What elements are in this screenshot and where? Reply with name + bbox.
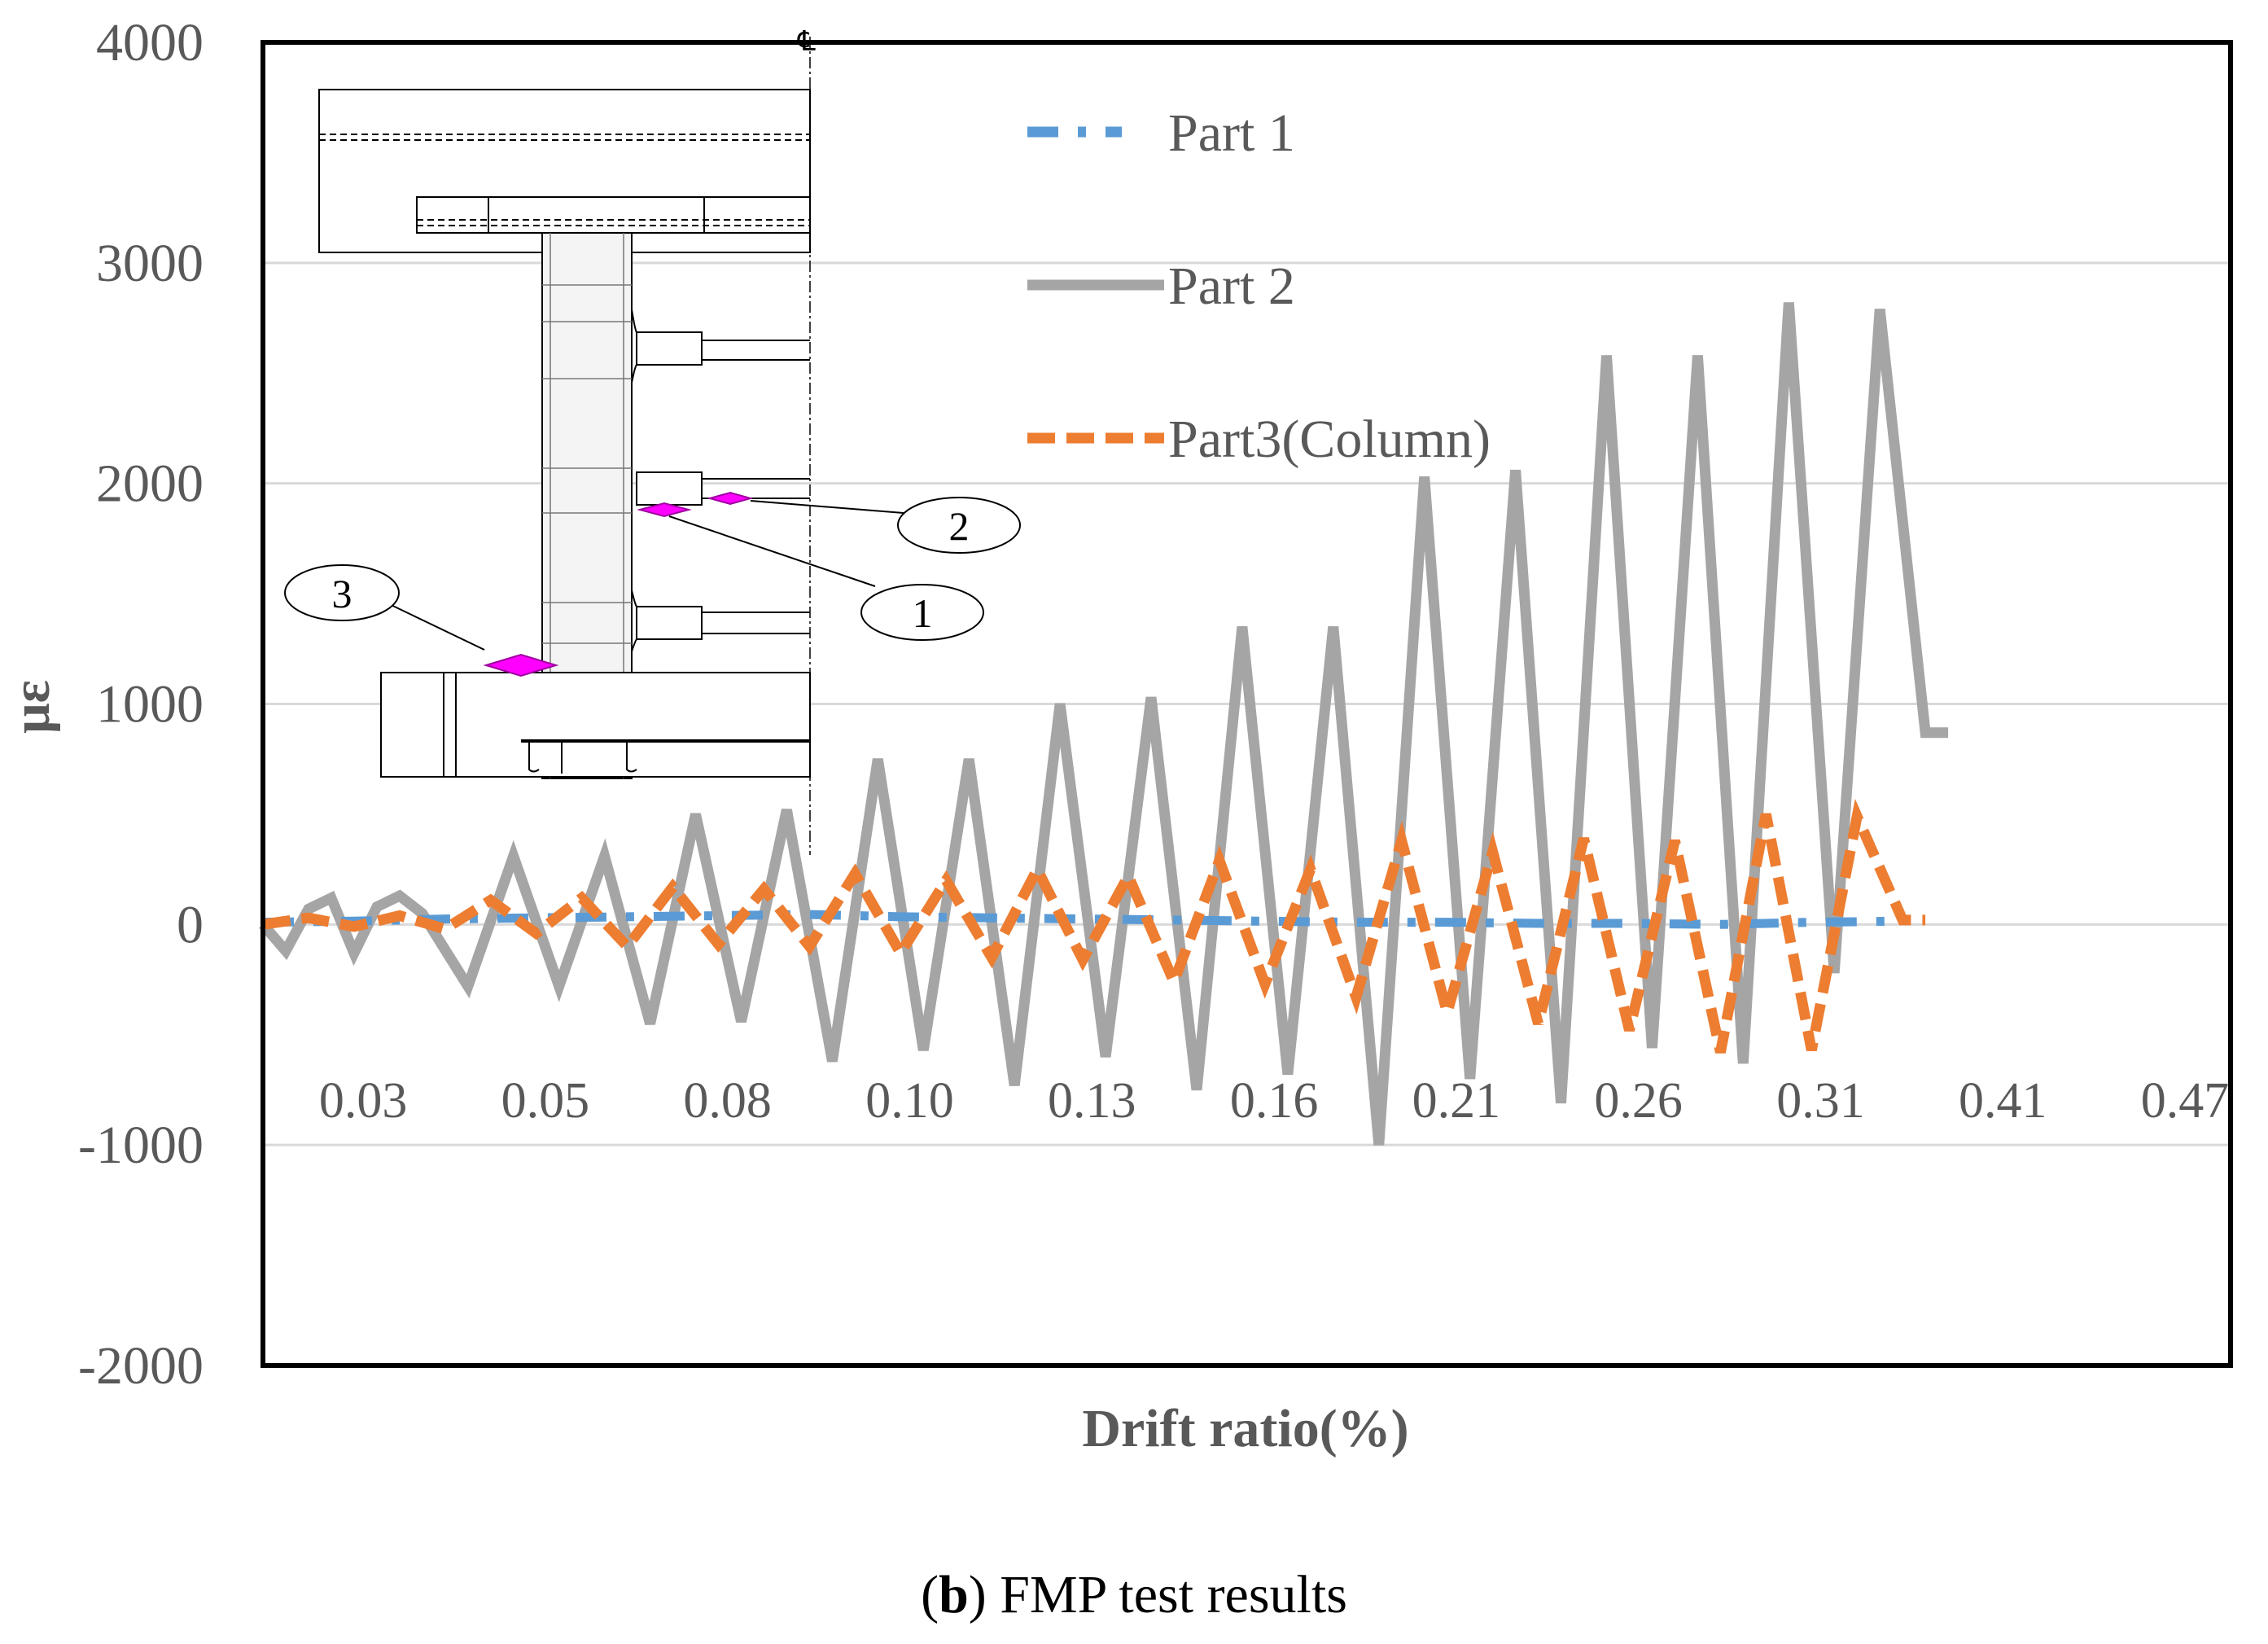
legend: Part 1 Part 2 Part3(Column): [1027, 103, 1491, 469]
x-tick-label: 0.47: [2141, 1073, 2230, 1129]
x-axis-title: Drift ratio(%): [1082, 1399, 1408, 1458]
x-tick-label: 0.03: [319, 1073, 408, 1129]
series-line-part3-column: [262, 798, 1926, 1054]
y-tick-label: 3000: [96, 234, 204, 293]
caption-text: FMP test results: [987, 1565, 1347, 1624]
y-tick-label: 4000: [96, 13, 204, 72]
x-tick-label: 0.05: [501, 1073, 590, 1129]
y-tick-label: -2000: [78, 1336, 204, 1396]
frame-schematic-inset: ℄: [284, 27, 1021, 855]
plot-area-border: [261, 40, 2233, 1368]
y-axis-title: με: [2, 680, 61, 734]
caption-panel-letter: b: [939, 1565, 969, 1624]
y-tick-labels: 4000 3000 2000 1000 0 -1000 -2000: [78, 13, 204, 1396]
figure-caption: (b) FMP test results: [921, 1565, 1347, 1624]
x-tick-label: 0.16: [1230, 1073, 1319, 1129]
x-tick-label: 0.31: [1776, 1073, 1865, 1129]
legend-label-part2: Part 2: [1168, 256, 1295, 316]
y-tick-label: 2000: [96, 454, 204, 514]
y-tick-label: 1000: [96, 675, 204, 734]
callout-label-1: 1: [913, 590, 933, 636]
callout-label-2: 2: [949, 503, 970, 549]
series-lines: [259, 302, 1949, 1146]
x-tick-label: 0.26: [1594, 1073, 1683, 1129]
caption-close-paren: ): [969, 1565, 987, 1624]
x-tick-label: 0.13: [1048, 1073, 1136, 1129]
series-line-part-2: [259, 302, 1949, 1146]
y-tick-label: 0: [177, 895, 204, 954]
x-tick-label: 0.10: [865, 1073, 954, 1129]
caption-open-paren: (: [921, 1565, 939, 1624]
y-tick-label: -1000: [78, 1116, 204, 1175]
x-tick-label: 0.41: [1959, 1073, 2047, 1129]
legend-label-part1: Part 1: [1168, 103, 1295, 163]
x-tick-labels: 0.03 0.05 0.08 0.10 0.13 0.16 0.21 0.26 0.31 0.41…: [319, 1073, 2229, 1129]
callout-label-3: 3: [332, 571, 352, 616]
legend-label-part3: Part3(Column): [1168, 410, 1491, 469]
x-tick-label: 0.08: [683, 1073, 772, 1129]
x-tick-label: 0.21: [1412, 1073, 1501, 1129]
